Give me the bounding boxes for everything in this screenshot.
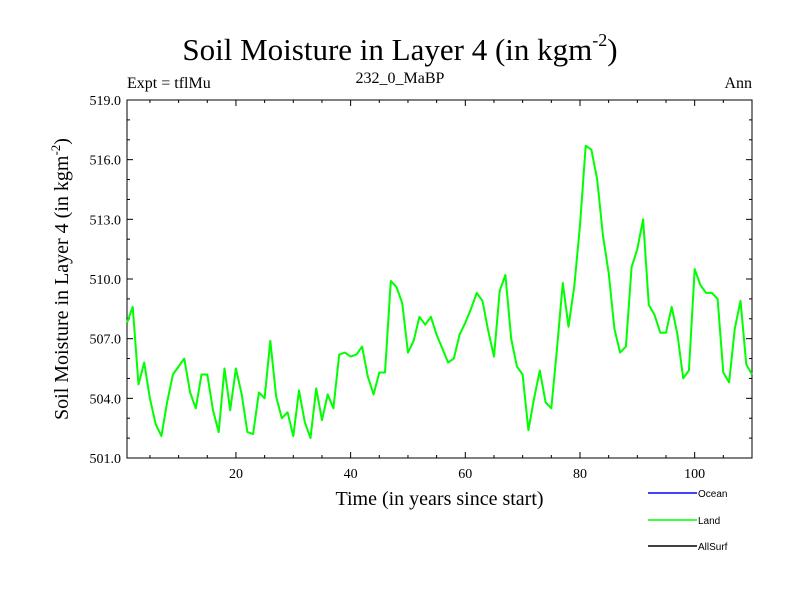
experiment-label: Expt = tflMu bbox=[127, 75, 211, 92]
x-tick-label: 20 bbox=[229, 467, 243, 482]
y-tick-label: 519.0 bbox=[90, 94, 122, 109]
y-tick-label: 516.0 bbox=[90, 154, 122, 169]
y-tick-label: 504.0 bbox=[90, 392, 122, 407]
legend-label-ocean: Ocean bbox=[698, 489, 727, 500]
x-tick-label: 100 bbox=[684, 467, 705, 482]
y-tick-label: 507.0 bbox=[90, 333, 122, 348]
legend-label-land: Land bbox=[698, 516, 720, 527]
y-axis-label: Soil Moisture in Layer 4 (in kgm-2) bbox=[48, 138, 73, 420]
x-tick-label: 60 bbox=[458, 467, 472, 482]
x-tick-label: 40 bbox=[344, 467, 358, 482]
x-axis-label: Time (in years since start) bbox=[335, 488, 543, 510]
season-label: Ann bbox=[724, 75, 752, 92]
chart-title: Soil Moisture in Layer 4 (in kgm-2) bbox=[182, 30, 618, 67]
y-tick-label: 513.0 bbox=[90, 213, 122, 228]
chart-subtitle: 232_0_MaBP bbox=[355, 70, 445, 87]
y-tick-label: 510.0 bbox=[90, 273, 122, 288]
series-line-land bbox=[126, 144, 753, 440]
legend-label-allsurf: AllSurf bbox=[698, 542, 728, 553]
y-tick-label: 501.0 bbox=[90, 452, 122, 467]
x-tick-label: 80 bbox=[573, 467, 587, 482]
